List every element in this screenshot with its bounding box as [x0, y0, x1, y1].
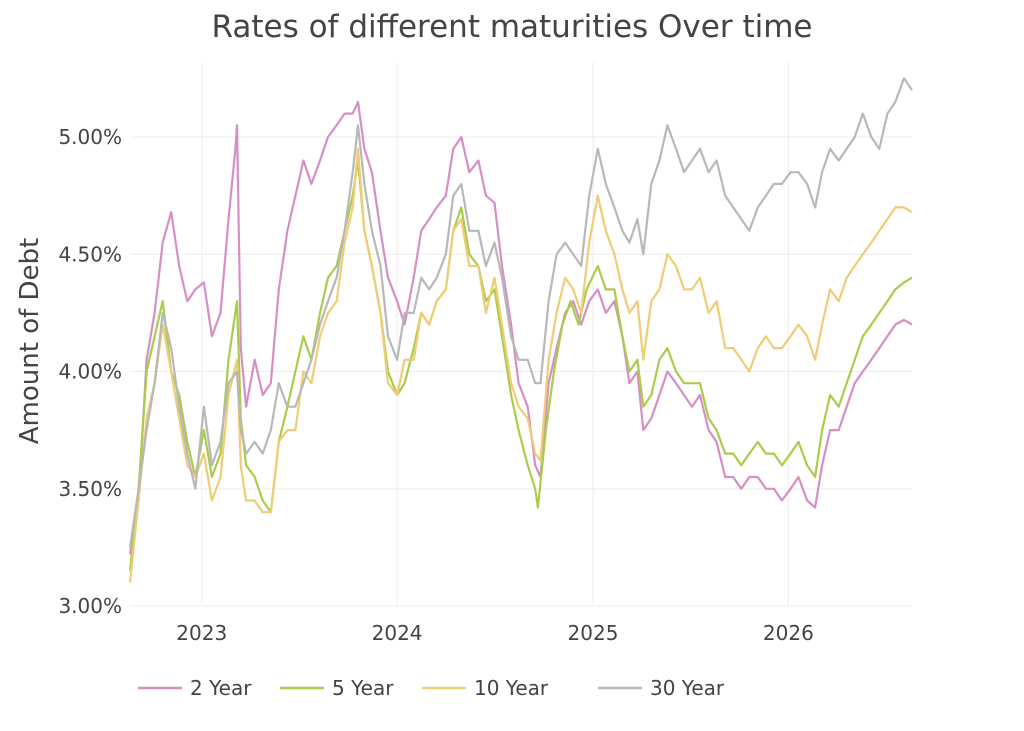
legend-label: 2 Year: [190, 676, 252, 700]
x-tick-label: 2024: [372, 621, 423, 645]
plot-area: [128, 77, 913, 583]
series-line-2-year[interactable]: [128, 100, 913, 555]
grid: [130, 62, 912, 607]
y-tick-label: 3.50%: [58, 477, 122, 501]
x-axis-ticks: 2023 2024 2025 2026: [176, 621, 814, 645]
legend[interactable]: 2 Year 5 Year 10 Year 30 Year: [138, 676, 725, 700]
x-tick-label: 2026: [763, 621, 814, 645]
series-line-10-year[interactable]: [128, 147, 913, 583]
y-tick-label: 5.00%: [58, 125, 122, 149]
y-tick-label: 4.50%: [58, 242, 122, 266]
x-tick-label: 2025: [568, 621, 619, 645]
series-line-5-year[interactable]: [128, 159, 913, 571]
legend-item-10-year[interactable]: 10 Year: [422, 676, 549, 700]
y-axis-ticks: 3.00% 3.50% 4.00% 4.50% 5.00%: [58, 125, 122, 618]
x-tick-label: 2023: [176, 621, 227, 645]
legend-item-2-year[interactable]: 2 Year: [138, 676, 252, 700]
y-tick-label: 3.00%: [58, 594, 122, 618]
legend-label: 30 Year: [650, 676, 725, 700]
chart-title: Rates of different maturities Over time: [212, 9, 813, 45]
legend-item-5-year[interactable]: 5 Year: [280, 676, 394, 700]
legend-item-30-year[interactable]: 30 Year: [598, 676, 725, 700]
y-tick-label: 4.00%: [58, 360, 122, 384]
legend-label: 10 Year: [474, 676, 549, 700]
series-line-30-year[interactable]: [128, 77, 913, 548]
y-axis-title: Amount of Debt: [15, 238, 45, 444]
legend-label: 5 Year: [332, 676, 394, 700]
